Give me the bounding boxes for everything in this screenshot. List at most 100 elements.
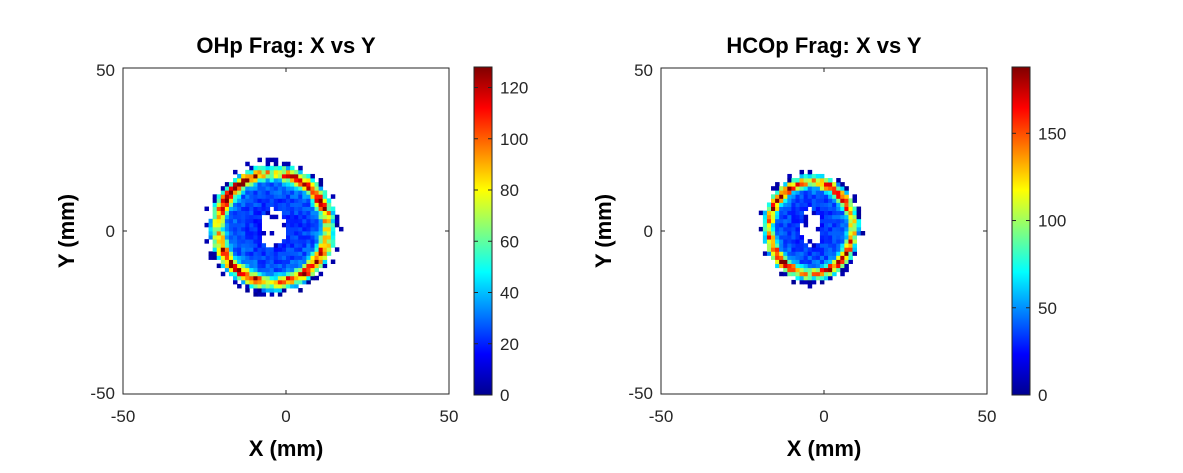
heatmap-cell xyxy=(828,206,833,212)
heatmap-cell xyxy=(220,231,226,236)
heatmap-cell xyxy=(220,243,226,248)
heatmap-cell xyxy=(298,259,303,264)
heatmap-cell xyxy=(795,222,800,228)
heatmap-cell xyxy=(848,218,853,224)
heatmap-cell xyxy=(290,198,295,203)
heatmap-cell xyxy=(310,210,315,216)
heatmap-cell xyxy=(322,247,328,252)
heatmap-cell xyxy=(771,218,776,224)
heatmap-cell xyxy=(237,255,242,260)
heatmap-cell xyxy=(819,247,825,252)
heatmap-cell xyxy=(269,182,275,187)
heatmap-cell xyxy=(294,169,299,175)
heatmap-cell xyxy=(216,226,222,232)
heatmap-cell xyxy=(257,214,262,220)
heatmap-cell xyxy=(836,267,841,273)
heatmap-cell xyxy=(257,263,262,269)
heatmap-cell xyxy=(836,218,841,224)
heatmap-cell xyxy=(261,267,267,273)
heatmap-cell xyxy=(815,259,821,264)
heatmap-cell xyxy=(807,259,813,264)
heatmap-cell xyxy=(819,263,825,269)
heatmap-cell xyxy=(290,165,295,171)
heatmap-cell xyxy=(787,247,792,252)
heatmap-cell xyxy=(228,198,234,203)
heatmap-cell xyxy=(286,263,291,269)
heatmap-cell xyxy=(836,178,841,183)
heatmap-cell xyxy=(220,210,226,216)
heatmap-cell xyxy=(277,190,283,195)
heatmap-cell xyxy=(281,239,287,244)
heatmap-cell xyxy=(799,194,805,199)
heatmap-cell xyxy=(832,251,837,256)
heatmap-cell xyxy=(216,263,222,269)
heatmap-cell xyxy=(261,173,267,179)
heatmap-cell xyxy=(832,194,837,199)
heatmap-cell xyxy=(228,243,234,248)
heatmap-cell xyxy=(811,173,817,179)
heatmap-cell xyxy=(783,182,788,187)
heatmap-cell xyxy=(306,247,311,252)
heatmap-cell xyxy=(836,231,841,236)
heatmap-cell xyxy=(241,243,246,248)
heatmap-cell xyxy=(811,251,817,256)
heatmap-cell xyxy=(273,178,279,183)
heatmap-cell xyxy=(261,202,267,207)
heatmap-cell xyxy=(286,231,291,236)
heatmap-cell xyxy=(220,186,226,191)
heatmap-cell xyxy=(261,259,267,264)
heatmap-cell xyxy=(836,259,841,264)
x-tick-label: 50 xyxy=(978,407,997,426)
heatmap-cell xyxy=(261,178,267,183)
heatmap-cell xyxy=(269,279,275,285)
heatmap-cell xyxy=(233,169,238,175)
heatmap-cell xyxy=(832,259,837,264)
heatmap-cell xyxy=(257,267,262,273)
heatmap-cell xyxy=(257,182,262,187)
heatmap-cell xyxy=(294,194,299,199)
heatmap-cell xyxy=(787,173,792,179)
heatmap-cell xyxy=(302,243,307,248)
heatmap-cell xyxy=(208,255,214,260)
heatmap-cell xyxy=(791,194,796,199)
heatmap-cell xyxy=(237,186,242,191)
heatmap-cell xyxy=(281,182,287,187)
heatmap-cell xyxy=(828,222,833,228)
heatmap-cell xyxy=(265,198,271,203)
heatmap-cell xyxy=(310,231,315,236)
heatmap-cell xyxy=(844,243,849,248)
heatmap-cell xyxy=(775,259,780,264)
heatmap-cell xyxy=(281,251,287,256)
heatmap-cell xyxy=(803,255,809,260)
heatmap-cell xyxy=(819,267,825,273)
heatmap-cell xyxy=(334,247,340,252)
heatmap-cell xyxy=(799,198,805,203)
heatmap-cell xyxy=(294,198,299,203)
heatmap-cell xyxy=(787,267,792,273)
heatmap-cell xyxy=(290,259,295,264)
heatmap-cell xyxy=(815,243,821,248)
heatmap-cell xyxy=(290,178,295,183)
heatmap-cell xyxy=(815,173,821,179)
heatmap-cell xyxy=(224,202,230,207)
heatmap-cell xyxy=(807,263,813,269)
heatmap-cell xyxy=(791,222,796,228)
heatmap-cell xyxy=(791,247,796,252)
heatmap-cell xyxy=(269,214,275,220)
heatmap-cell xyxy=(290,222,295,228)
heatmap-cell xyxy=(824,251,829,256)
heatmap-cell xyxy=(302,218,307,224)
heatmap-cell xyxy=(844,251,849,256)
heatmap-cell xyxy=(302,214,307,220)
heatmap-cell xyxy=(310,275,315,281)
heatmap-cell xyxy=(269,255,275,260)
heatmap-cell xyxy=(257,292,262,297)
heatmap-cell xyxy=(265,165,271,171)
heatmap-cell xyxy=(330,206,336,212)
heatmap-cell xyxy=(298,279,303,285)
heatmap-cell xyxy=(286,259,291,264)
heatmap-cell xyxy=(836,206,841,212)
heatmap-cell xyxy=(330,214,336,220)
heatmap-cell xyxy=(257,202,262,207)
heatmap-cell xyxy=(314,186,319,191)
